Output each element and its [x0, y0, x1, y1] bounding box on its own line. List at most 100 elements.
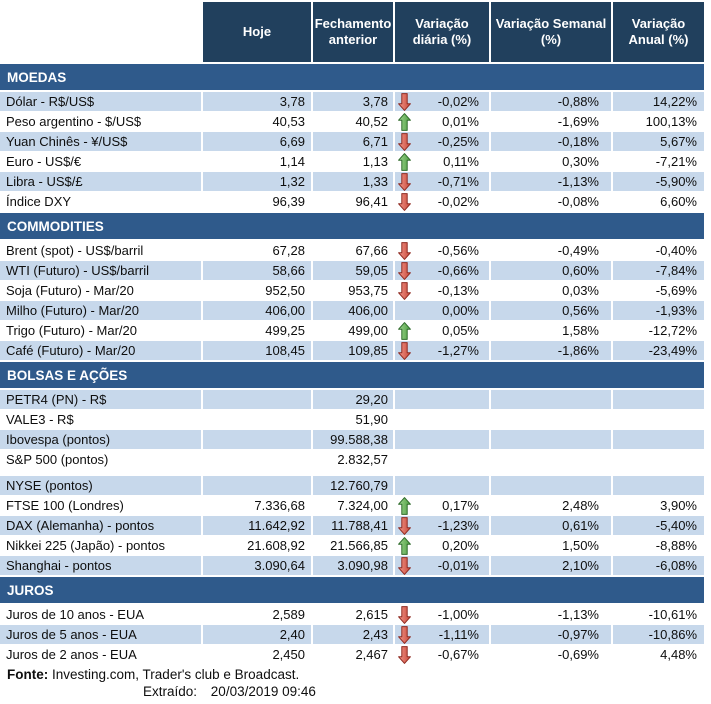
cell-hoje: 2,450	[203, 645, 313, 664]
cell-hoje	[203, 410, 313, 429]
cell-variacao-semanal: 1,58%	[491, 321, 613, 340]
table-row: S&P 500 (pontos) 2.832,57	[0, 450, 704, 469]
row-label: PETR4 (PN) - R$	[0, 390, 203, 409]
table-row: DAX (Alemanha) - pontos 11.642,92 11.788,4…	[0, 516, 704, 535]
cell-fechamento-anterior: 51,90	[313, 410, 395, 429]
row-label: Juros de 5 anos - EUA	[0, 625, 203, 644]
arrow-placeholder	[398, 411, 411, 429]
cell-variacao-anual: -23,49%	[613, 341, 704, 360]
row-label: FTSE 100 (Londres)	[0, 496, 203, 515]
row-label: Milho (Futuro) - Mar/20	[0, 301, 203, 320]
cell-variacao-semanal	[491, 410, 613, 429]
cell-variacao-anual: -10,86%	[613, 625, 704, 644]
cell-value: 0,20%	[442, 538, 479, 553]
table-row: Milho (Futuro) - Mar/20 406,00 406,00 0,00%…	[0, 301, 704, 320]
column-header-label: Variação diária (%)	[412, 16, 472, 47]
cell-variacao-diaria: -1,27%	[395, 341, 491, 360]
arrow-placeholder	[398, 451, 411, 469]
table-row: Juros de 10 anos - EUA 2,589 2,615 -1,00% -…	[0, 605, 704, 624]
cell-hoje: 1,32	[203, 172, 313, 191]
cell-value: 0,11%	[443, 154, 479, 169]
row-label: Juros de 10 anos - EUA	[0, 605, 203, 624]
arrow-up-icon	[398, 112, 411, 131]
row-label: Juros de 2 anos - EUA	[0, 645, 203, 664]
cell-variacao-semanal: -1,13%	[491, 605, 613, 624]
arrow-down-icon	[398, 556, 411, 575]
cell-hoje: 58,66	[203, 261, 313, 280]
row-label: Nikkei 225 (Japão) - pontos	[0, 536, 203, 555]
cell-variacao-semanal: -0,08%	[491, 192, 613, 211]
arrow-down-icon	[398, 341, 411, 360]
arrow-up-icon	[398, 496, 411, 515]
cell-variacao-diaria: -0,56%	[395, 241, 491, 260]
cell-variacao-semanal	[491, 476, 613, 495]
cell-hoje: 7.336,68	[203, 496, 313, 515]
cell-value: -1,00%	[437, 607, 479, 622]
table-row: Peso argentino - $/US$ 40,53 40,52 0,01% -1…	[0, 112, 704, 131]
cell-value: -1,23%	[437, 518, 479, 533]
cell-fechamento-anterior: 2,43	[313, 625, 395, 644]
cell-fechamento-anterior: 406,00	[313, 301, 395, 320]
table-row: NYSE (pontos) 12.760,79	[0, 476, 704, 495]
table-row: FTSE 100 (Londres) 7.336,68 7.324,00 0,17%…	[0, 496, 704, 515]
row-label: Brent (spot) - US$/barril	[0, 241, 203, 260]
section-title: COMMODITIES	[7, 218, 104, 234]
cell-fechamento-anterior: 2,467	[313, 645, 395, 664]
cell-variacao-semanal: -1,86%	[491, 341, 613, 360]
row-label: Shanghai - pontos	[0, 556, 203, 575]
arrow-placeholder	[398, 477, 411, 495]
cell-variacao-diaria: -0,71%	[395, 172, 491, 191]
cell-variacao-diaria: -0,25%	[395, 132, 491, 151]
arrow-up-icon	[398, 152, 411, 171]
column-header-variacao-diaria: Variação diária (%)	[395, 2, 491, 62]
cell-variacao-anual: -5,40%	[613, 516, 704, 535]
cell-value: -1,11%	[438, 627, 479, 642]
cell-variacao-anual: -7,84%	[613, 261, 704, 280]
cell-variacao-diaria: -0,13%	[395, 281, 491, 300]
cell-variacao-diaria: 0,17%	[395, 496, 491, 515]
row-label: DAX (Alemanha) - pontos	[0, 516, 203, 535]
cell-value: 0,00%	[442, 303, 479, 318]
cell-variacao-diaria: -1,11%	[395, 625, 491, 644]
table-row: Libra - US$/£ 1,32 1,33 -0,71% -1,13% -5,90%	[0, 172, 704, 191]
cell-variacao-semanal: 0,30%	[491, 152, 613, 171]
cell-value: -0,25%	[437, 134, 479, 149]
table-row: Café (Futuro) - Mar/20 108,45 109,85 -1,27…	[0, 341, 704, 360]
arrow-placeholder	[398, 431, 411, 449]
cell-value: -0,66%	[437, 263, 479, 278]
cell-variacao-diaria: 0,11%	[395, 152, 491, 171]
cell-value: -0,71%	[437, 174, 479, 189]
table-row: Nikkei 225 (Japão) - pontos 21.608,92 21.5…	[0, 536, 704, 555]
row-label: NYSE (pontos)	[0, 476, 203, 495]
cell-variacao-diaria: -0,02%	[395, 92, 491, 111]
cell-variacao-anual: -5,69%	[613, 281, 704, 300]
row-label: Dólar - R$/US$	[0, 92, 203, 111]
source-line: Fonte: Investing.com, Trader's club e Br…	[0, 667, 704, 682]
table-row: Brent (spot) - US$/barril 67,28 67,66 -0,5…	[0, 241, 704, 260]
cell-hoje: 499,25	[203, 321, 313, 340]
cell-hoje: 952,50	[203, 281, 313, 300]
row-label: Trigo (Futuro) - Mar/20	[0, 321, 203, 340]
arrow-down-icon	[398, 645, 411, 664]
cell-hoje: 406,00	[203, 301, 313, 320]
table-row: Trigo (Futuro) - Mar/20 499,25 499,00 0,05…	[0, 321, 704, 340]
table-row: Shanghai - pontos 3.090,64 3.090,98 -0,01%…	[0, 556, 704, 575]
cell-variacao-anual: 14,22%	[613, 92, 704, 111]
cell-variacao-diaria	[395, 410, 491, 429]
cell-fechamento-anterior: 96,41	[313, 192, 395, 211]
section-header-moedas: MOEDAS	[0, 64, 704, 90]
row-label: Ibovespa (pontos)	[0, 430, 203, 449]
table-row: PETR4 (PN) - R$ 29,20	[0, 390, 704, 409]
cell-value: 0,17%	[442, 498, 479, 513]
arrow-down-icon	[398, 172, 411, 191]
table-header: Hoje Fechamento anterior Variação diária…	[0, 2, 704, 62]
cell-variacao-anual	[613, 450, 704, 469]
row-label: WTI (Futuro) - US$/barril	[0, 261, 203, 280]
column-header-fechamento-anterior: Fechamento anterior	[313, 2, 395, 62]
section-header-juros: JUROS	[0, 577, 704, 603]
cell-variacao-semanal: 2,10%	[491, 556, 613, 575]
source-text: Investing.com, Trader's club e Broadcast…	[52, 667, 300, 682]
cell-hoje: 67,28	[203, 241, 313, 260]
cell-fechamento-anterior: 59,05	[313, 261, 395, 280]
cell-variacao-anual: -8,88%	[613, 536, 704, 555]
